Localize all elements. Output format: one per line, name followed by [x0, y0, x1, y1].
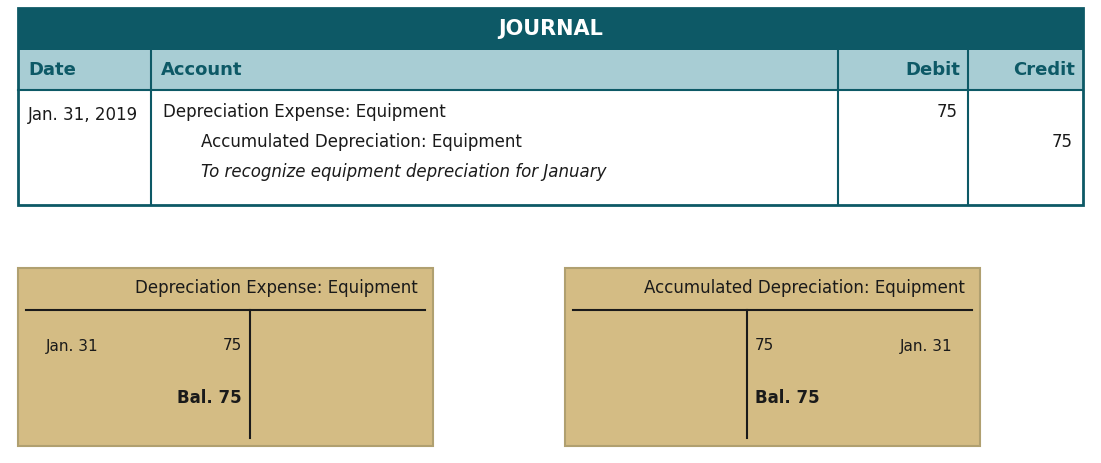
Text: Debit: Debit — [905, 61, 960, 79]
Text: Jan. 31: Jan. 31 — [46, 338, 99, 353]
Text: To recognize equipment depreciation for January: To recognize equipment depreciation for … — [201, 163, 607, 181]
Bar — [18, 50, 1083, 90]
Text: Depreciation Expense: Equipment: Depreciation Expense: Equipment — [135, 279, 418, 297]
Text: JOURNAL: JOURNAL — [498, 19, 603, 39]
Text: Accumulated Depreciation: Equipment: Accumulated Depreciation: Equipment — [644, 279, 964, 297]
Text: 75: 75 — [222, 338, 242, 353]
Text: Credit: Credit — [1013, 61, 1075, 79]
Text: Jan. 31, 2019: Jan. 31, 2019 — [28, 106, 138, 124]
Bar — [18, 90, 1083, 205]
Bar — [18, 8, 1083, 50]
Text: 75: 75 — [937, 103, 958, 121]
Bar — [18, 268, 433, 446]
Text: 75: 75 — [755, 338, 774, 353]
Text: 75: 75 — [1051, 133, 1073, 151]
Text: Jan. 31: Jan. 31 — [900, 338, 952, 353]
Text: Accumulated Depreciation: Equipment: Accumulated Depreciation: Equipment — [201, 133, 522, 151]
Text: Account: Account — [161, 61, 242, 79]
Text: Depreciation Expense: Equipment: Depreciation Expense: Equipment — [163, 103, 446, 121]
Text: Date: Date — [28, 61, 76, 79]
Text: Bal. 75: Bal. 75 — [755, 389, 819, 407]
Bar — [565, 268, 980, 446]
Text: Bal. 75: Bal. 75 — [177, 389, 242, 407]
Bar — [18, 8, 1083, 205]
